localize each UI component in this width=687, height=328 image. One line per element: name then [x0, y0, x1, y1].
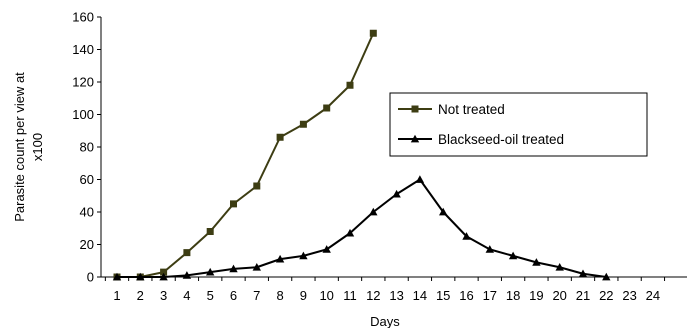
legend-label: Blackseed-oil treated	[438, 132, 564, 147]
data-point	[136, 272, 145, 281]
data-point	[229, 264, 238, 273]
data-point	[323, 104, 331, 112]
x-tick-label: 3	[160, 288, 167, 303]
x-tick-label: 12	[366, 288, 380, 303]
legend-marker	[411, 105, 419, 113]
series-line	[117, 32, 375, 278]
data-point	[415, 175, 425, 183]
x-tick-label: 5	[207, 288, 214, 303]
y-tick-label: 40	[80, 205, 94, 220]
y-axis-title-line: x100	[30, 133, 45, 161]
data-point	[206, 267, 215, 276]
x-tick-labels: 1 2 3 4 5 6 7 8 9 10 11 12 13 14 15 16 17 18 19 20 21 22 23 24	[104, 277, 666, 303]
data-point	[392, 189, 401, 198]
x-tick-label: 7	[253, 288, 260, 303]
y-tick-label: 20	[80, 237, 94, 252]
y-axis-title-line: Parasite count per view at	[12, 72, 27, 222]
x-tick-label: 1	[113, 288, 120, 303]
x-tick-label: 24	[646, 288, 660, 303]
x-tick-label: 6	[230, 288, 237, 303]
x-tick-label: 13	[389, 288, 403, 303]
y-tick-label: 0	[87, 270, 94, 285]
x-tick-label: 2	[137, 288, 144, 303]
data-point	[439, 207, 448, 216]
data-point	[275, 254, 285, 263]
x-tick-label: 22	[599, 288, 613, 303]
data-point	[299, 120, 307, 128]
data-point	[322, 245, 331, 253]
data-point	[299, 251, 308, 260]
data-point	[555, 263, 564, 271]
data-point	[346, 81, 354, 89]
y-tick-label: 60	[80, 172, 94, 187]
legend-marker	[410, 134, 420, 143]
x-tick-label: 15	[436, 288, 450, 303]
x-tick-label: 16	[459, 288, 473, 303]
series-layer	[112, 29, 611, 281]
x-tick-label: 8	[276, 288, 283, 303]
data-point	[182, 271, 192, 279]
series-blackseed-oil-treated	[112, 175, 611, 281]
x-tick-label: 17	[483, 288, 497, 303]
legend-item: Not treated	[398, 102, 505, 117]
data-point	[112, 272, 122, 281]
legend-box	[389, 92, 648, 157]
data-point	[183, 249, 191, 257]
y-tick-label: 160	[72, 10, 94, 25]
x-tick-label: 10	[319, 288, 333, 303]
legend: Not treated Blackseed-oil treated	[389, 92, 648, 157]
data-point	[206, 228, 214, 235]
data-point	[532, 258, 541, 266]
y-tick-label: 140	[72, 42, 94, 57]
y-tick-labels: 0 20 40 60 80 100 120 140 160	[72, 10, 101, 285]
x-tick-label: 19	[529, 288, 543, 303]
data-point	[160, 268, 168, 276]
x-tick-label: 4	[183, 288, 190, 303]
legend-item: Blackseed-oil treated	[398, 132, 564, 147]
x-tick-label: 18	[506, 288, 520, 303]
data-point	[369, 207, 378, 216]
data-point	[253, 182, 261, 190]
series-line	[117, 178, 607, 278]
x-axis-title: Days	[370, 314, 400, 328]
x-tick-label: 11	[343, 288, 357, 303]
data-point	[508, 251, 518, 260]
data-point	[485, 245, 494, 253]
data-point	[578, 269, 588, 278]
data-point	[345, 228, 355, 237]
x-tick-label: 14	[413, 288, 427, 303]
y-tick-label: 100	[72, 107, 94, 122]
x-tick-label: 23	[622, 288, 636, 303]
x-tick-label: 9	[300, 288, 307, 303]
x-tick-label: 20	[552, 288, 566, 303]
data-point	[602, 272, 611, 281]
data-point	[276, 133, 284, 141]
data-point	[252, 263, 261, 271]
legend-label: Not treated	[438, 102, 505, 117]
y-axis-title: Parasite count per view at x100	[12, 72, 45, 222]
data-point	[230, 200, 237, 208]
data-point	[369, 29, 377, 37]
data-point	[462, 232, 471, 240]
y-tick-label: 120	[72, 75, 94, 90]
data-point	[159, 272, 168, 281]
y-tick-label: 80	[80, 140, 94, 155]
x-tick-label: 21	[576, 288, 590, 303]
